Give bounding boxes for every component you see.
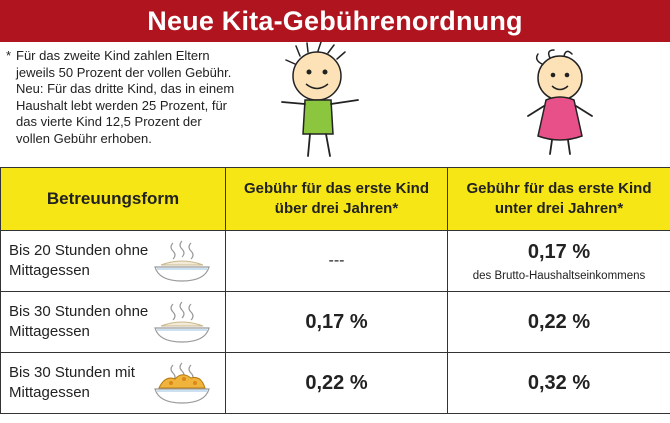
header-betreuungsform: Betreuungsform xyxy=(0,167,226,231)
child-under-three-icon xyxy=(527,49,593,155)
fee-under-three: 0,17 % des Brutto-Haushaltseinkommens xyxy=(447,230,670,292)
meal-bowl-icon xyxy=(154,362,210,404)
care-form-cell: Bis 30 Stunden ohne Mittagessen xyxy=(0,291,226,353)
header-over-three: Gebühr für das erste Kind über drei Jahr… xyxy=(225,167,448,231)
footnote-marker: * xyxy=(6,48,12,63)
care-form-cell: Bis 30 Stunden mit Mittagessen xyxy=(0,352,226,414)
footnote-text: Für das zweite Kind zahlen Eltern jeweil… xyxy=(16,48,235,146)
care-form-label: Bis 30 Stunden mit Mittagessen xyxy=(9,364,135,401)
fee-over-three: 0,17 % xyxy=(225,291,448,353)
footnote: * Für das zweite Kind zahlen Eltern jewe… xyxy=(6,48,238,147)
fee-over-three: 0,22 % xyxy=(225,352,448,414)
table-row: Bis 20 Stunden ohne Mittagessen --- 0,17… xyxy=(0,230,670,292)
empty-bowl-icon xyxy=(154,301,210,343)
table-row: Bis 30 Stunden ohne Mittagessen 0,17 % 0… xyxy=(0,291,670,353)
fee-under-three: 0,32 % xyxy=(447,352,670,414)
care-form-label: Bis 30 Stunden ohne Mittagessen xyxy=(9,303,149,340)
fee-over-three: --- xyxy=(225,230,448,292)
empty-bowl-icon xyxy=(154,240,210,282)
fee-under-three-value: 0,17 % xyxy=(527,240,591,263)
table-header-row: Betreuungsform Gebühr für das erste Kind… xyxy=(0,167,670,231)
fee-table: Betreuungsform Gebühr für das erste Kind… xyxy=(0,167,670,414)
page-title: Neue Kita-Gebührenordnung xyxy=(0,0,670,42)
fee-under-three: 0,22 % xyxy=(447,291,670,353)
fee-note: des Brutto-Haushaltseinkommens xyxy=(472,269,646,282)
header-under-three: Gebühr für das erste Kind unter drei Jah… xyxy=(447,167,670,231)
table-row: Bis 30 Stunden mit Mittagessen 0,22 % 0,… xyxy=(0,352,670,414)
care-form-label: Bis 20 Stunden ohne Mittagessen xyxy=(9,242,149,279)
child-over-three-icon xyxy=(281,42,359,157)
care-form-cell: Bis 20 Stunden ohne Mittagessen xyxy=(0,230,226,292)
